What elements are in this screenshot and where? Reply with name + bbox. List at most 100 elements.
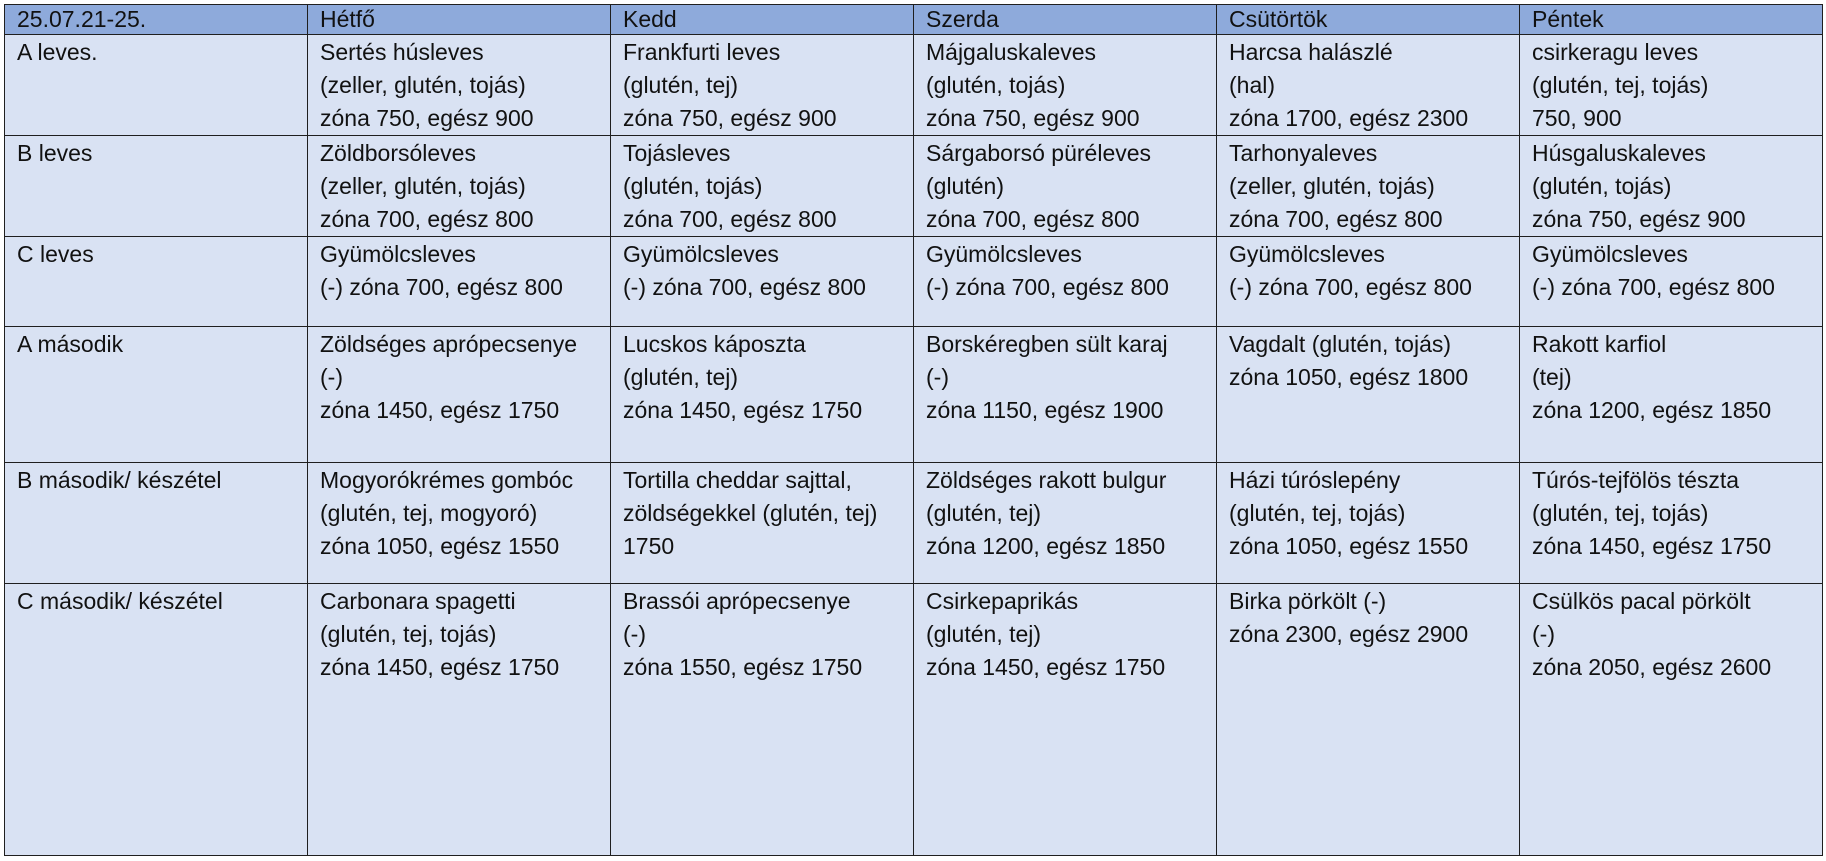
menu-cell: Gyümölcsleves (-) zóna 700, egész 800 [913,236,1217,327]
dish-name: Rakott karfiol [1532,331,1667,357]
dish-price: zóna 1200, egész 1850 [926,533,1166,559]
dish-name: Gyümölcsleves [1532,241,1688,267]
dish-name: csirkeragu leves [1532,39,1699,65]
dish-name: Gyümölcsleves [623,241,779,267]
menu-cell: Csülkös pacal pörkölt (-) zóna 2050, egé… [1519,583,1823,856]
menu-cell: Gyümölcsleves (-) zóna 700, egész 800 [1216,236,1520,327]
dish-price: 1750 [623,533,675,559]
day-header-monday: Hétfő [307,4,611,35]
row-label: B második/ készétel [4,462,308,584]
menu-cell: csirkeragu leves (glutén, tej, tojás) 75… [1519,34,1823,136]
dish-allergens: (glutén, tej) [623,72,739,98]
day-header-friday: Péntek [1519,4,1823,35]
dish-allergens: (glutén, tej) [926,621,1042,647]
dish-price: zóna 1050, egész 1800 [1229,364,1469,390]
date-range-header: 25.07.21-25. [4,4,308,35]
dish-price: zóna 700, egész 800 [320,206,534,232]
dish-allergens: (glutén, tej) [926,500,1042,526]
menu-cell: Gyümölcsleves (-) zóna 700, egész 800 [1519,236,1823,327]
dish-name: Sertés húsleves [320,39,484,65]
menu-row-c-soup: C leves Gyümölcsleves (-) zóna 700, egés… [4,236,1823,327]
dish-name: Mogyorókrémes gombóc [320,467,574,493]
dish-allergens: zöldségekkel (glutén, tej) [623,500,878,526]
menu-cell: Tojásleves (glutén, tojás) zóna 700, egé… [610,135,914,237]
menu-cell: Vagdalt (glutén, tojás) zóna 1050, egész… [1216,326,1520,463]
dish-price: zóna 750, egész 900 [926,105,1140,131]
dish-name: Csülkös pacal pörkölt [1532,588,1751,614]
menu-row-b-main: B második/ készétel Mogyorókrémes gombóc… [4,462,1823,584]
dish-price: zóna 750, egész 900 [623,105,837,131]
dish-price: zóna 1150, egész 1900 [926,397,1164,423]
menu-cell: Frankfurti leves (glutén, tej) zóna 750,… [610,34,914,136]
dish-name: Carbonara spagetti [320,588,516,614]
menu-row-b-soup: B leves Zöldborsóleves (zeller, glutén, … [4,135,1823,237]
dish-allergens: (glutén, tej, tojás) [1532,500,1709,526]
dish-name: Májgaluskaleves [926,39,1097,65]
menu-cell: Harcsa halászlé (hal) zóna 1700, egész 2… [1216,34,1520,136]
dish-allergens: (zeller, glutén, tojás) [1229,173,1435,199]
dish-price: zóna 700, egész 800 [926,206,1140,232]
dish-name: Birka pörkölt (-) [1229,588,1387,614]
dish-name: Borskéregben sült karaj [926,331,1168,357]
dish-allergens: (-) [926,364,949,390]
dish-name: Brassói aprópecsenye [623,588,851,614]
menu-cell: Carbonara spagetti (glutén, tej, tojás) … [307,583,611,856]
dish-price: (-) zóna 700, egész 800 [926,274,1169,300]
dish-name: Lucskos káposzta [623,331,806,357]
dish-price: zóna 1450, egész 1750 [623,397,863,423]
dish-price: zóna 1050, egész 1550 [320,533,560,559]
dish-price: zóna 750, egész 900 [320,105,534,131]
menu-row-c-main: C második/ készétel Carbonara spagetti (… [4,583,1823,856]
dish-name: Harcsa halászlé [1229,39,1393,65]
dish-allergens: (hal) [1229,72,1276,98]
dish-price: 750, 900 [1532,105,1622,131]
dish-name: Gyümölcsleves [320,241,476,267]
dish-name: Zöldborsóleves [320,140,476,166]
dish-allergens: (zeller, glutén, tojás) [320,173,526,199]
dish-allergens: (glutén) [926,173,1004,199]
dish-allergens: (-) [623,621,646,647]
dish-allergens: (glutén, tej, tojás) [1229,500,1406,526]
dish-price: zóna 700, egész 800 [1229,206,1443,232]
dish-name: Házi túróslepény [1229,467,1401,493]
menu-cell: Tarhonyaleves (zeller, glutén, tojás) zó… [1216,135,1520,237]
dish-allergens: (glutén, tej) [623,364,739,390]
dish-price: zóna 1450, egész 1750 [1532,533,1772,559]
dish-allergens: (zeller, glutén, tojás) [320,72,526,98]
dish-name: Frankfurti leves [623,39,781,65]
dish-allergens: (glutén, tojás) [926,72,1066,98]
menu-cell: Gyümölcsleves (-) zóna 700, egész 800 [610,236,914,327]
dish-name: Sárgaborsó püréleves [926,140,1152,166]
menu-cell: Húsgaluskaleves (glutén, tojás) zóna 750… [1519,135,1823,237]
dish-price: zóna 1700, egész 2300 [1229,105,1469,131]
day-header-tuesday: Kedd [610,4,914,35]
menu-cell: Tortilla cheddar sajttal, zöldségekkel (… [610,462,914,584]
menu-cell: Borskéregben sült karaj (-) zóna 1150, e… [913,326,1217,463]
dish-allergens: (-) [320,364,343,390]
dish-name: Gyümölcsleves [1229,241,1385,267]
dish-price: zóna 1050, egész 1550 [1229,533,1469,559]
dish-name: Tortilla cheddar sajttal, [623,467,852,493]
dish-name: Túrós-tejfölös tészta [1532,467,1740,493]
menu-cell: Zöldséges aprópecsenye (-) zóna 1450, eg… [307,326,611,463]
row-label: C leves [4,236,308,327]
dish-price: zóna 1450, egész 1750 [926,654,1166,680]
dish-allergens: (glutén, tej, tojás) [320,621,497,647]
dish-price: (-) zóna 700, egész 800 [1229,274,1472,300]
menu-cell: Rakott karfiol (tej) zóna 1200, egész 18… [1519,326,1823,463]
dish-name: Vagdalt (glutén, tojás) [1229,331,1452,357]
dish-price: (-) zóna 700, egész 800 [623,274,866,300]
menu-cell: Csirkepaprikás (glutén, tej) zóna 1450, … [913,583,1217,856]
dish-name: Tojásleves [623,140,731,166]
dish-allergens: (glutén, tej, mogyoró) [320,500,538,526]
dish-name: Csirkepaprikás [926,588,1079,614]
menu-cell: Brassói aprópecsenye (-) zóna 1550, egés… [610,583,914,856]
dish-price: zóna 750, egész 900 [1532,206,1746,232]
menu-row-a-main: A második Zöldséges aprópecsenye (-) zón… [4,326,1823,463]
dish-price: zóna 2050, egész 2600 [1532,654,1772,680]
menu-cell: Zöldséges rakott bulgur (glutén, tej) zó… [913,462,1217,584]
menu-cell: Gyümölcsleves (-) zóna 700, egész 800 [307,236,611,327]
dish-price: zóna 700, egész 800 [623,206,837,232]
dish-price: (-) zóna 700, egész 800 [320,274,563,300]
row-label: A leves. [4,34,308,136]
